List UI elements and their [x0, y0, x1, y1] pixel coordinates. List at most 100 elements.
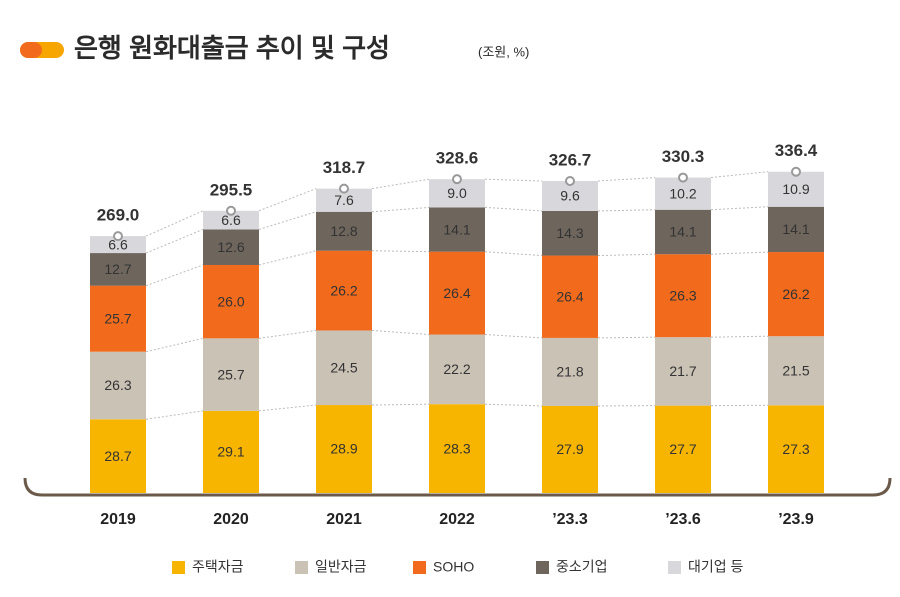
- total-label: 336.4: [775, 141, 818, 160]
- bar-segment: [90, 236, 146, 254]
- chart-title: 은행 원화대출금 추이 및 구성: [74, 33, 390, 63]
- value-label: 26.3: [669, 287, 696, 303]
- bar-segment: [203, 410, 259, 493]
- bar-segment: [429, 404, 485, 493]
- bar-segment: [90, 253, 146, 286]
- bar-segment: [542, 210, 598, 256]
- bar-segment: [542, 255, 598, 338]
- value-label: 27.3: [782, 441, 809, 457]
- bar-segment: [768, 206, 824, 253]
- value-label: 24.5: [330, 359, 357, 375]
- bar-segment: [203, 210, 259, 230]
- value-label: 7.6: [334, 192, 354, 208]
- value-label: 29.1: [217, 444, 244, 460]
- bar-segment: [316, 211, 372, 251]
- connector: [710, 206, 769, 211]
- value-label: 25.7: [104, 310, 131, 326]
- value-label: 12.8: [330, 223, 357, 239]
- x-tick-label: 2021: [326, 511, 362, 528]
- bar-segment: [768, 405, 824, 493]
- value-label: 26.3: [104, 377, 131, 393]
- bar-segment: [655, 209, 711, 255]
- value-label: 12.7: [104, 261, 131, 277]
- legend-label: 대기업 등: [688, 559, 744, 575]
- x-tick-label: ’23.9: [778, 511, 814, 528]
- connector: [484, 251, 543, 257]
- total-label: 328.6: [436, 149, 479, 168]
- bar-segment: [542, 405, 598, 493]
- bar-segment: [655, 177, 711, 210]
- legend-swatch: [668, 561, 681, 574]
- total-label: 326.7: [549, 150, 592, 169]
- value-label: 12.6: [217, 239, 244, 255]
- total-marker: [791, 166, 801, 177]
- connector: [710, 335, 769, 338]
- connector: [258, 404, 317, 412]
- total-label: 318.7: [323, 158, 366, 177]
- connector: [371, 250, 430, 253]
- bar-segment: [542, 337, 598, 406]
- value-label: 10.9: [782, 181, 809, 197]
- connector: [710, 171, 769, 179]
- bar-segment: [316, 188, 372, 212]
- legend-label: 중소기업: [556, 559, 608, 575]
- bar-segment: [90, 419, 146, 493]
- value-label: 25.7: [217, 366, 244, 382]
- total-label: 295.5: [210, 180, 253, 199]
- total-marker: [339, 183, 349, 194]
- connector: [484, 206, 543, 212]
- title-icon: [20, 42, 42, 58]
- bar-segment: [768, 336, 824, 406]
- connector: [597, 336, 656, 339]
- bar-segment: [316, 250, 372, 331]
- connector: [597, 253, 656, 257]
- bar-segment: [203, 264, 259, 339]
- bar-segment: [429, 334, 485, 405]
- legend-swatch: [172, 561, 185, 574]
- total-marker: [678, 172, 688, 183]
- total-marker: [113, 231, 123, 242]
- value-label: 26.2: [330, 282, 357, 298]
- bar-segment: [203, 229, 259, 265]
- value-label: 21.5: [782, 362, 809, 378]
- value-label: 14.1: [782, 221, 809, 237]
- value-label: 10.2: [669, 185, 696, 201]
- bar-segment: [655, 337, 711, 406]
- connector: [597, 209, 656, 212]
- chart-subtitle: (조원, %): [478, 44, 529, 59]
- value-label: 27.9: [556, 441, 583, 457]
- connector: [371, 206, 430, 213]
- bar-segment: [655, 254, 711, 338]
- connector: [371, 178, 430, 190]
- total-label: 330.3: [662, 147, 705, 166]
- legend-label: SOHO: [433, 559, 474, 575]
- value-label: 14.1: [443, 221, 470, 237]
- bar-segment: [316, 330, 372, 406]
- bar-segment: [429, 251, 485, 335]
- total-marker: [452, 174, 462, 185]
- connector: [145, 210, 204, 237]
- bar-segment: [203, 338, 259, 411]
- value-label: 6.6: [108, 236, 128, 252]
- value-label: 26.4: [443, 285, 470, 301]
- legend-swatch: [295, 561, 308, 574]
- value-label: 14.1: [669, 224, 696, 240]
- value-label: 28.9: [330, 441, 357, 457]
- connector: [145, 228, 204, 254]
- value-label: 26.0: [217, 293, 244, 309]
- bar-segment: [768, 171, 824, 207]
- bar-segment: [429, 207, 485, 252]
- x-tick-label: ’23.6: [665, 511, 701, 528]
- total-marker: [226, 205, 236, 216]
- legend-label: 일반자금: [315, 559, 367, 575]
- value-label: 26.4: [556, 288, 583, 304]
- total-label: 269.0: [97, 206, 140, 225]
- value-label: 21.8: [556, 364, 583, 380]
- x-tick-label: 2022: [439, 511, 475, 528]
- baseline-bracket: [23, 477, 892, 497]
- connector: [145, 264, 204, 287]
- connector: [484, 178, 543, 182]
- connector: [484, 334, 543, 339]
- connector: [371, 329, 430, 336]
- connector: [258, 211, 317, 230]
